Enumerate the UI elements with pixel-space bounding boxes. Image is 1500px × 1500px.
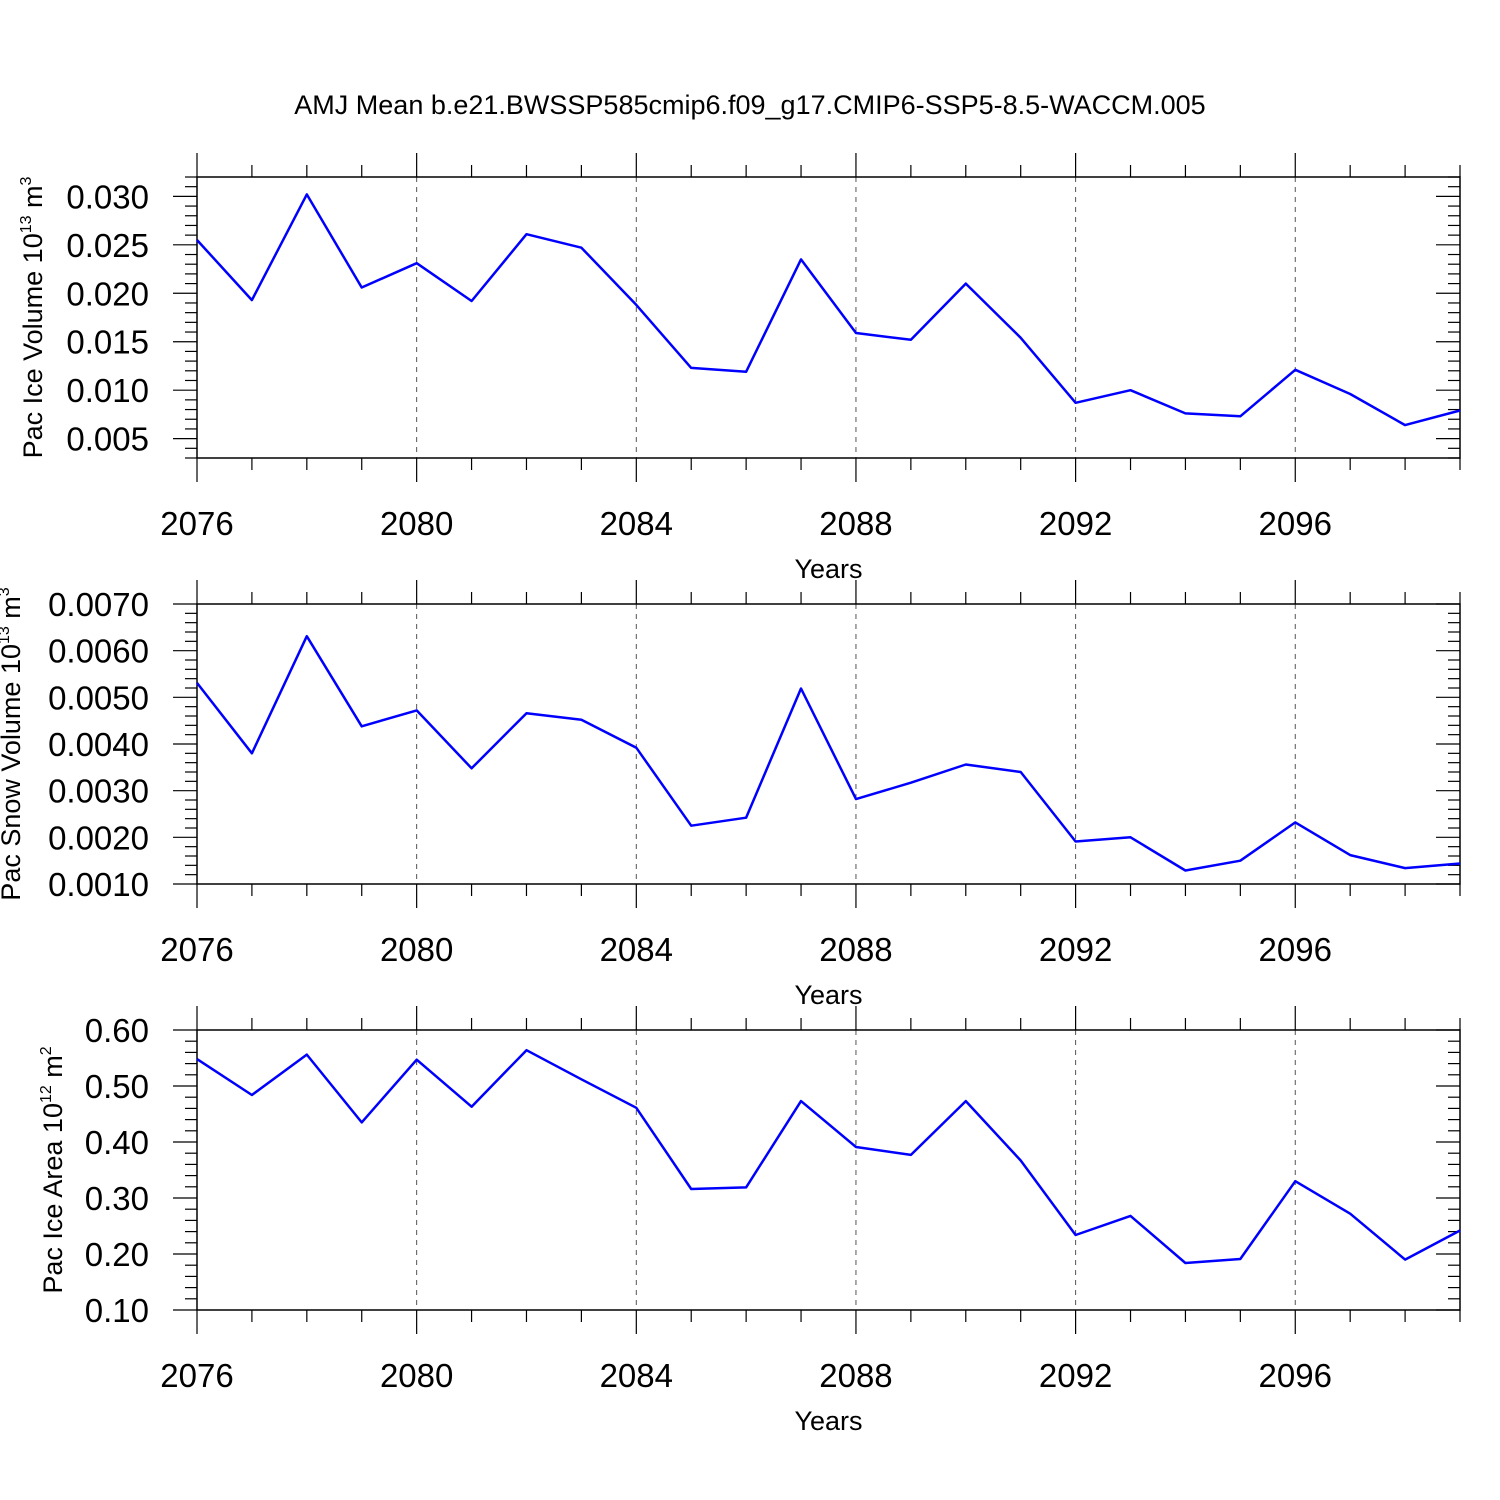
- x-tick-label: 2092: [1039, 931, 1112, 968]
- y-tick-label: 0.50: [85, 1068, 149, 1105]
- x-tick-label: 2080: [380, 931, 453, 968]
- y-tick-label: 0.40: [85, 1124, 149, 1161]
- y-tick-label: 0.0010: [48, 866, 149, 903]
- x-axis-label: Years: [794, 1406, 862, 1436]
- y-tick-label: 0.005: [66, 421, 149, 458]
- y-tick-label: 0.0060: [48, 633, 149, 670]
- x-tick-label: 2088: [819, 931, 892, 968]
- x-axis-label: Years: [794, 554, 862, 584]
- panel-3: 2076 2080 2084 2088 2092 2096 Years 0.10 0.20 0.3…: [38, 1006, 1461, 1436]
- y-tick-label: 0.025: [66, 227, 149, 264]
- x-tick-label: 2076: [160, 505, 233, 542]
- x-tick-label: 2096: [1259, 505, 1332, 542]
- panels: 2076 2080 2084 2088 2092 2096 Years 0.005 0.010 0…: [0, 153, 1461, 1436]
- y-tick-label: 0.030: [66, 178, 149, 215]
- x-tick-label: 2084: [600, 1357, 673, 1394]
- chart-title: AMJ Mean b.e21.BWSSP585cmip6.f09_g17.CMI…: [294, 90, 1205, 120]
- y-tick-label: 0.0030: [48, 773, 149, 810]
- x-tick-label: 2096: [1259, 931, 1332, 968]
- y-axis-label: Pac Snow Volume 1013 m3: [0, 587, 26, 900]
- y-tick-label: 0.0040: [48, 726, 149, 763]
- series-line: [196, 634, 1461, 872]
- y-tick-label: 0.30: [85, 1180, 149, 1217]
- x-tick-label: 2092: [1039, 1357, 1112, 1394]
- y-tick-label: 0.015: [66, 324, 149, 361]
- y-axis-label: Pac Ice Volume 1013 m3: [18, 176, 48, 458]
- x-tick-label: 2088: [819, 1357, 892, 1394]
- x-tick-label: 2084: [600, 505, 673, 542]
- y-tick-label: 0.10: [85, 1292, 149, 1329]
- x-tick-label: 2092: [1039, 505, 1112, 542]
- x-tick-label: 2084: [600, 931, 673, 968]
- y-tick-label: 0.020: [66, 275, 149, 312]
- y-tick-label: 0.0050: [48, 679, 149, 716]
- x-tick-label: 2080: [380, 1357, 453, 1394]
- x-tick-label: 2080: [380, 505, 453, 542]
- series-line: [196, 193, 1461, 427]
- panel-1: 2076 2080 2084 2088 2092 2096 Years 0.005 0.010 0…: [18, 153, 1461, 584]
- y-axis-label: Pac Ice Area 1012 m2: [38, 1046, 68, 1293]
- y-tick-label: 0.0070: [48, 586, 149, 623]
- x-tick-label: 2076: [160, 1357, 233, 1394]
- x-tick-label: 2088: [819, 505, 892, 542]
- plot-frame: [196, 176, 1461, 459]
- x-tick-label: 2076: [160, 931, 233, 968]
- panel-2: 2076 2080 2084 2088 2092 2096 Years 0.0010 0.002…: [0, 580, 1461, 1010]
- series-line: [196, 1048, 1461, 1265]
- plot-frame: [196, 1029, 1461, 1311]
- x-axis-label: Years: [794, 980, 862, 1010]
- y-tick-label: 0.20: [85, 1236, 149, 1273]
- y-tick-label: 0.60: [85, 1012, 149, 1049]
- y-tick-label: 0.010: [66, 372, 149, 409]
- y-tick-label: 0.0020: [48, 819, 149, 856]
- x-tick-label: 2096: [1259, 1357, 1332, 1394]
